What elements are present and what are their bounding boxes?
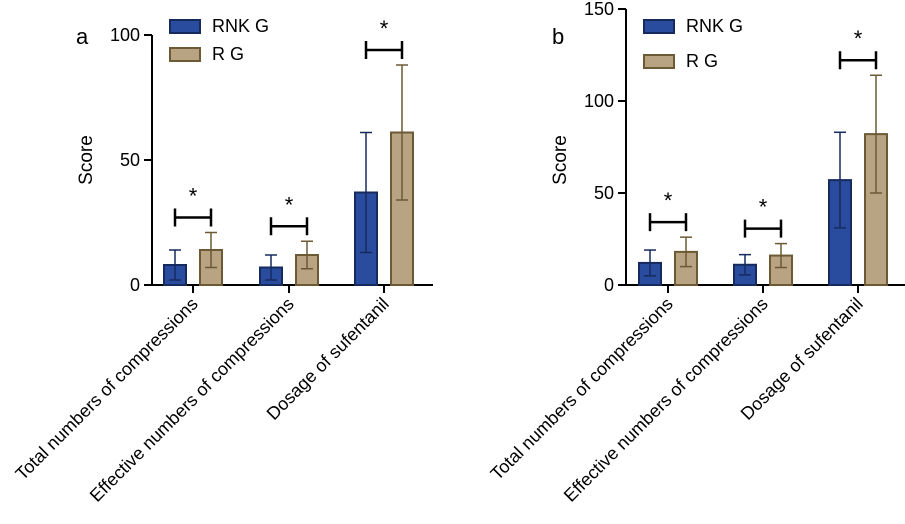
significance-star: *: [664, 188, 673, 213]
significance-star: *: [285, 192, 294, 217]
significance-star: *: [189, 184, 198, 209]
legend-label: R G: [686, 51, 718, 71]
legend-swatch: [169, 47, 201, 62]
y-tick-label: 100: [110, 25, 140, 45]
legend-label: R G: [212, 44, 244, 64]
y-axis-label: Score: [550, 135, 571, 185]
panel-letter-b: b: [552, 24, 564, 49]
panel-a: a Score 0 50 100 * Total numbers of compress…: [12, 16, 433, 506]
y-tick-label: 50: [120, 150, 140, 170]
significance-star: *: [854, 26, 863, 51]
x-category-label: Total numbers of compressions: [487, 294, 677, 484]
y-tick-label: 0: [604, 275, 614, 295]
y-tick-label: 0: [130, 275, 140, 295]
x-category-label: Total numbers of compressions: [12, 294, 202, 484]
x-category-label: Effective numbers of compressions: [560, 294, 772, 506]
panel-letter-a: a: [76, 24, 89, 49]
legend-swatch: [643, 54, 675, 69]
significance-star: *: [380, 16, 389, 41]
legend-label: RNK G: [686, 16, 743, 36]
y-tick-label: 50: [594, 183, 614, 203]
y-tick-label: 150: [584, 0, 614, 19]
y-tick-label: 100: [584, 91, 614, 111]
x-category-label: Effective numbers of compressions: [86, 294, 298, 506]
panel-b: b Score 0 50 100 150 * Total numbers of compr…: [487, 0, 905, 506]
y-axis-label: Score: [76, 135, 97, 185]
legend-swatch: [169, 19, 201, 34]
legend-swatch: [643, 19, 675, 34]
significance-star: *: [759, 195, 768, 220]
legend-label: RNK G: [212, 16, 269, 36]
